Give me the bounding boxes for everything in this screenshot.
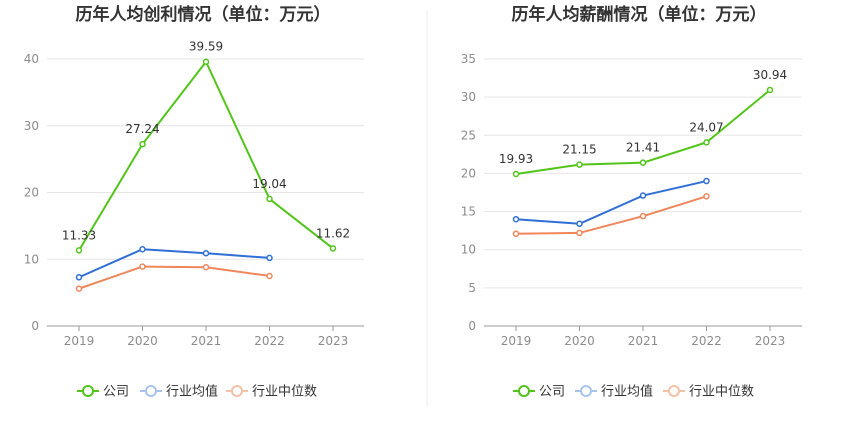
- salary-data-label: 19.93: [499, 152, 533, 166]
- salary-data-label: 21.41: [626, 141, 660, 155]
- legend-label: 公司: [103, 385, 129, 400]
- salary-x-tick-label: 2021: [628, 334, 659, 348]
- salary-chart-data-labels: 19.93 21.15 21.41 24.07 30.94: [499, 68, 787, 166]
- profit-x-tick-label: 2019: [64, 334, 95, 348]
- salary-data-point[interactable]: [639, 192, 647, 199]
- salary-data-point[interactable]: [576, 229, 583, 237]
- salary-chart-axes: 0 5 10 15 20 25 30 35 2019 2020 2021 2022 2023: [461, 52, 802, 348]
- legend-marker-icon: [231, 385, 243, 397]
- salary-data-point[interactable]: [576, 220, 583, 228]
- profit-data-point[interactable]: [75, 247, 83, 254]
- salary-y-tick-label: 20: [461, 166, 476, 180]
- profit-series-line-industry-median: [78, 265, 270, 290]
- profit-y-tick-label: 30: [24, 119, 39, 133]
- profit-chart-axes: 0 10 20 30 40 2019 2020 2021 2022 2023: [24, 52, 364, 348]
- salary-y-tick-label: 5: [468, 281, 476, 295]
- salary-y-tick-label: 35: [461, 52, 476, 66]
- profit-data-label: 11.62: [316, 226, 350, 240]
- salary-data-label: 24.07: [689, 120, 723, 134]
- salary-series-line-industry-median: [515, 195, 707, 235]
- profit-series-line-industry-avg: [78, 248, 270, 279]
- profit-x-tick-label: 2020: [127, 334, 158, 348]
- profit-data-label: 27.24: [125, 122, 159, 136]
- profit-data-point[interactable]: [139, 263, 146, 270]
- profit-chart: 历年人均创利情况（单位：万元） 0 10 20 30 40 2019 2020 2021 202…: [24, 4, 364, 400]
- profit-data-label: 19.04: [252, 177, 286, 191]
- profit-y-tick-label: 0: [31, 319, 39, 333]
- profit-data-point[interactable]: [75, 285, 83, 292]
- profit-data-point[interactable]: [202, 58, 210, 65]
- legend-marker-icon: [668, 385, 680, 397]
- profit-legend-item[interactable]: 行业中位数: [226, 385, 317, 400]
- salary-data-point[interactable]: [512, 230, 520, 237]
- salary-y-tick-label: 10: [461, 243, 476, 257]
- profit-chart-data-labels: 11.33 27.24 39.59 19.04 11.62: [62, 40, 350, 243]
- profit-data-label: 39.59: [189, 40, 223, 54]
- profit-data-point[interactable]: [202, 249, 210, 257]
- profit-data-point[interactable]: [266, 254, 273, 262]
- legend-label: 行业中位数: [689, 385, 754, 400]
- profit-y-tick-label: 40: [24, 52, 39, 66]
- profit-legend-item[interactable]: 公司: [77, 385, 129, 400]
- legend-marker-icon: [518, 385, 530, 397]
- legend-marker-icon: [82, 385, 94, 397]
- salary-chart-title: 历年人均薪酬情况（单位：万元）: [512, 4, 767, 25]
- legend-label: 行业均值: [166, 384, 218, 400]
- profit-x-tick-label: 2021: [191, 334, 222, 348]
- salary-x-tick-label: 2019: [501, 334, 532, 348]
- salary-series-line-industry-avg: [515, 180, 707, 225]
- salary-x-tick-label: 2022: [691, 334, 722, 348]
- profit-x-tick-label: 2023: [318, 334, 349, 348]
- legend-marker-icon: [145, 385, 157, 397]
- legend-label: 行业均值: [601, 384, 653, 400]
- legend-label: 行业中位数: [252, 385, 317, 400]
- salary-x-tick-label: 2020: [564, 334, 595, 348]
- profit-series-line-company: [78, 60, 334, 251]
- profit-chart-legend: 公司 行业均值 行业中位数: [77, 384, 317, 400]
- salary-x-tick-label: 2023: [755, 334, 786, 348]
- salary-y-tick-label: 0: [468, 319, 476, 333]
- profit-data-point[interactable]: [266, 195, 273, 203]
- profit-data-point[interactable]: [329, 245, 337, 252]
- salary-data-point[interactable]: [639, 212, 647, 220]
- profit-data-point[interactable]: [139, 140, 146, 148]
- profit-y-tick-label: 10: [24, 252, 39, 266]
- profit-legend-item[interactable]: 行业均值: [140, 384, 218, 400]
- salary-legend-item[interactable]: 行业中位数: [663, 385, 754, 400]
- salary-legend-item[interactable]: 公司: [513, 385, 565, 400]
- profit-data-point[interactable]: [139, 245, 146, 253]
- profit-data-label: 11.33: [62, 228, 96, 242]
- salary-data-label: 21.15: [562, 143, 596, 157]
- legend-marker-icon: [580, 385, 592, 397]
- salary-chart: 历年人均薪酬情况（单位：万元） 0 5 10 15 20 25 30 35 2019 2020 20…: [461, 4, 802, 400]
- profit-y-tick-label: 20: [24, 186, 39, 200]
- profit-chart-series: [75, 58, 337, 292]
- salary-chart-series: [512, 86, 774, 237]
- salary-data-point[interactable]: [703, 193, 710, 200]
- salary-data-point[interactable]: [766, 86, 774, 94]
- salary-chart-grid: [484, 58, 802, 289]
- salary-data-point[interactable]: [639, 159, 647, 166]
- profit-data-point[interactable]: [75, 274, 83, 281]
- profit-chart-title: 历年人均创利情况（单位：万元）: [76, 4, 331, 25]
- profit-x-tick-label: 2022: [254, 334, 285, 348]
- profit-data-point[interactable]: [202, 264, 210, 271]
- salary-chart-legend: 公司 行业均值 行业中位数: [513, 384, 754, 400]
- salary-data-point[interactable]: [576, 161, 583, 168]
- salary-y-tick-label: 15: [461, 205, 476, 219]
- salary-y-tick-label: 30: [461, 90, 476, 104]
- salary-y-tick-label: 25: [461, 128, 476, 142]
- salary-data-label: 30.94: [753, 68, 787, 82]
- salary-data-point[interactable]: [703, 177, 710, 185]
- salary-legend-item[interactable]: 行业均值: [575, 384, 653, 400]
- profit-data-point[interactable]: [266, 272, 273, 280]
- salary-data-point[interactable]: [512, 215, 520, 223]
- legend-label: 公司: [539, 385, 565, 400]
- salary-data-point[interactable]: [512, 170, 520, 178]
- salary-data-point[interactable]: [703, 139, 710, 146]
